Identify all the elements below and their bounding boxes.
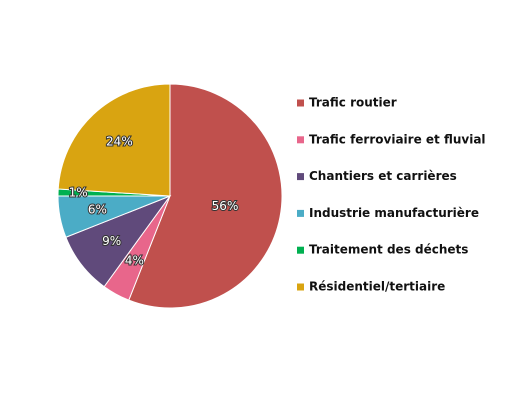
data-label: 6% xyxy=(88,202,107,216)
data-label: 56% xyxy=(212,199,239,213)
legend-label: Chantiers et carrières xyxy=(309,169,457,183)
legend-swatch xyxy=(297,173,304,181)
data-label: 24% xyxy=(106,135,133,149)
legend-swatch xyxy=(297,246,304,254)
data-label: 4% xyxy=(125,253,144,267)
legend-swatch xyxy=(297,283,304,291)
legend-label: Trafic ferroviaire et fluvial xyxy=(309,132,486,146)
legend-label: Résidentiel/tertiaire xyxy=(309,280,445,294)
legend-label: Traitement des déchets xyxy=(309,243,468,257)
legend-swatch xyxy=(297,136,304,144)
legend-swatch xyxy=(297,99,304,107)
legend-label: Industrie manufacturière xyxy=(309,206,479,220)
pie-slice xyxy=(128,83,283,309)
pie-slice xyxy=(57,83,171,197)
legend-swatch xyxy=(297,209,304,217)
data-label: 1% xyxy=(69,186,88,200)
legend-label: Trafic routier xyxy=(309,96,397,110)
data-label: 9% xyxy=(102,234,121,248)
